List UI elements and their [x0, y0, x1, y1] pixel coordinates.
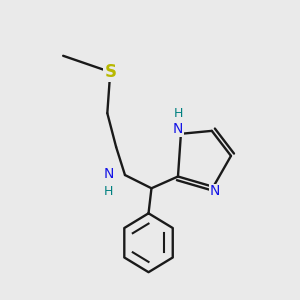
- Text: N: N: [103, 167, 114, 181]
- Text: H: H: [104, 185, 113, 198]
- Text: H: H: [173, 107, 183, 120]
- Text: N: N: [210, 184, 220, 198]
- Text: N: N: [173, 122, 183, 136]
- Text: S: S: [104, 63, 116, 81]
